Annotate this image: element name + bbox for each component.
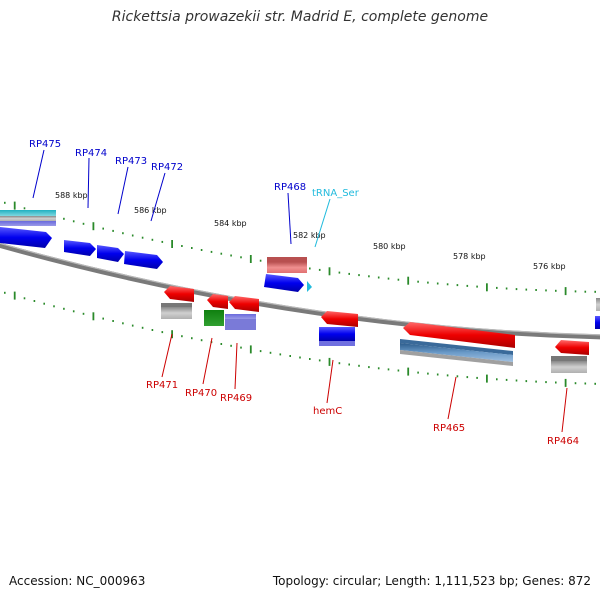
trna-marker[interactable] — [307, 281, 312, 292]
gene-arrow[interactable] — [321, 311, 358, 327]
forward-genes — [0, 227, 600, 329]
accession-text: Accession: NC_000963 — [9, 574, 146, 588]
gene-arrow[interactable] — [403, 322, 515, 348]
scale-label: 588 kbp — [55, 191, 88, 200]
gene-arrow[interactable] — [124, 251, 163, 269]
gene-arrow[interactable] — [229, 296, 259, 312]
reverse-feature-bars — [161, 303, 587, 373]
map-title: Rickettsia prowazekii str. Madrid E, com… — [111, 9, 489, 25]
gene-arrow[interactable] — [264, 274, 304, 292]
forward-feature-bars — [0, 210, 600, 311]
genome-backbone — [0, 242, 600, 340]
gene-arrow[interactable] — [595, 316, 600, 329]
topology-summary: Topology: circular; Length: 1,111,523 bp… — [272, 574, 591, 588]
label-lines — [32, 149, 568, 433]
gene-label[interactable]: RP470 — [185, 388, 217, 399]
gene-arrow[interactable] — [0, 227, 52, 248]
gene-label[interactable]: RP465 — [433, 423, 465, 434]
scale-label: 582 kbp — [293, 231, 326, 240]
gene-arrow[interactable] — [207, 294, 228, 309]
gene-label[interactable]: tRNA_Ser — [312, 188, 360, 199]
gene-label[interactable]: RP473 — [115, 156, 147, 167]
scale-label: 586 kbp — [134, 206, 167, 215]
scale-ticks-outer — [4, 201, 597, 296]
scale-label: 578 kbp — [453, 252, 486, 261]
gene-arrow[interactable] — [64, 240, 96, 256]
gene-label[interactable]: hemC — [313, 406, 342, 417]
scale-label: 580 kbp — [373, 242, 406, 251]
gene-label[interactable]: RP475 — [29, 139, 61, 150]
reverse-genes — [164, 286, 589, 355]
gene-labels: RP475 RP474 RP473 RP472 RP468 tRNA_Ser R… — [29, 139, 579, 447]
gene-label[interactable]: RP469 — [220, 393, 252, 404]
scale-labels: 588 kbp 586 kbp 584 kbp 582 kbp 580 kbp … — [55, 191, 566, 271]
scale-label: 576 kbp — [533, 262, 566, 271]
gene-label[interactable]: RP471 — [146, 380, 178, 391]
gene-label[interactable]: RP474 — [75, 148, 107, 159]
gene-arrow[interactable] — [164, 286, 194, 302]
scale-ticks-inner — [4, 291, 597, 387]
gene-label[interactable]: RP468 — [274, 182, 306, 193]
gene-label[interactable]: RP464 — [547, 436, 579, 447]
gene-label[interactable]: RP472 — [151, 162, 183, 173]
gene-arrow[interactable] — [555, 340, 589, 355]
scale-label: 584 kbp — [214, 219, 247, 228]
gene-arrow[interactable] — [97, 245, 124, 262]
